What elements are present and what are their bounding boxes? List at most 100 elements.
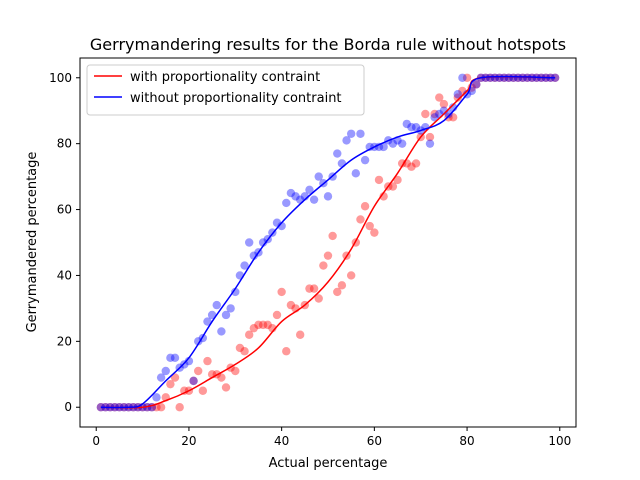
point-with-constraint	[370, 228, 379, 237]
point-with-constraint	[388, 182, 398, 191]
point-without-constraint	[472, 80, 481, 89]
point-without-constraint	[356, 129, 365, 138]
point-without-constraint	[152, 393, 161, 402]
point-with-constraint	[217, 373, 226, 382]
point-without-constraint	[388, 139, 398, 148]
x-axis-label: Actual percentage	[269, 456, 388, 471]
point-with-constraint	[337, 281, 347, 290]
point-with-constraint	[328, 231, 337, 241]
point-with-constraint	[309, 284, 319, 293]
point-without-constraint	[425, 139, 435, 148]
point-without-constraint	[170, 353, 180, 363]
fit-line-with-constraint	[100, 76, 556, 409]
point-with-constraint	[453, 93, 462, 102]
point-without-constraint	[490, 73, 500, 82]
legend-label-without-constraint: without proportionality contraint	[130, 91, 342, 106]
plot-area-frame	[79, 57, 577, 428]
point-with-constraint	[499, 73, 509, 82]
point-with-constraint	[235, 343, 245, 353]
x-tick-label: 100	[548, 434, 571, 448]
point-with-constraint	[180, 386, 189, 395]
point-without-constraint	[333, 149, 342, 158]
point-with-constraint	[411, 159, 421, 168]
point-without-constraint	[337, 159, 347, 168]
point-with-constraint	[282, 347, 291, 356]
point-without-constraint	[495, 73, 504, 82]
point-without-constraint	[184, 356, 194, 366]
point-without-constraint	[189, 376, 198, 386]
point-with-constraint	[435, 93, 444, 102]
point-with-constraint	[231, 366, 240, 376]
point-with-constraint	[314, 294, 323, 303]
point-with-constraint	[244, 330, 254, 339]
point-with-constraint	[272, 310, 282, 320]
point-without-constraint	[309, 195, 319, 204]
point-without-constraint	[360, 155, 370, 165]
point-without-constraint	[351, 169, 361, 178]
point-without-constraint	[282, 198, 291, 208]
point-without-constraint	[212, 300, 221, 310]
point-with-constraint	[258, 320, 268, 330]
point-with-constraint	[490, 73, 500, 82]
point-with-constraint	[175, 403, 184, 412]
point-with-constraint	[504, 73, 513, 82]
x-tick-label: 60	[367, 434, 382, 448]
point-with-constraint	[240, 347, 249, 356]
x-tick-label: 0	[92, 434, 100, 448]
point-with-constraint	[221, 383, 231, 392]
point-without-constraint	[314, 172, 323, 181]
point-without-constraint	[453, 90, 462, 99]
point-with-constraint	[430, 109, 439, 119]
point-with-constraint	[356, 215, 365, 224]
point-with-constraint	[421, 109, 430, 119]
point-with-constraint	[203, 356, 212, 366]
y-tick-label: 100	[49, 71, 72, 85]
point-without-constraint	[286, 188, 296, 198]
legend-label-with-constraint: with proportionality contraint	[130, 70, 320, 85]
legend-box	[86, 64, 365, 116]
point-without-constraint	[346, 129, 356, 138]
point-with-constraint	[365, 221, 374, 231]
point-without-constraint	[323, 192, 333, 201]
point-without-constraint	[504, 73, 513, 82]
point-with-constraint	[374, 175, 384, 185]
y-tick-label: 20	[57, 334, 72, 348]
point-without-constraint	[221, 310, 231, 320]
x-tick-label: 40	[274, 434, 289, 448]
point-without-constraint	[458, 73, 467, 82]
x-tick-label: 20	[181, 434, 196, 448]
point-without-constraint	[379, 142, 388, 152]
point-with-constraint	[323, 251, 333, 260]
point-with-constraint	[189, 376, 198, 386]
point-with-constraint	[249, 323, 259, 333]
point-without-constraint	[277, 221, 286, 231]
point-with-constraint	[407, 162, 416, 171]
point-with-constraint	[448, 113, 458, 122]
point-with-constraint	[156, 403, 166, 412]
point-without-constraint	[258, 238, 268, 247]
point-with-constraint	[509, 73, 518, 82]
point-with-constraint	[319, 261, 328, 270]
point-with-constraint	[254, 320, 263, 330]
point-without-constraint	[411, 122, 421, 132]
point-with-constraint	[263, 320, 272, 330]
fit-lines	[100, 75, 556, 409]
point-with-constraint	[462, 73, 472, 82]
y-tick-label: 60	[57, 203, 72, 217]
point-without-constraint	[407, 122, 416, 132]
point-with-constraint	[513, 73, 523, 82]
point-without-constraint	[161, 366, 170, 376]
point-without-constraint	[430, 113, 439, 122]
point-with-constraint	[194, 366, 203, 376]
point-without-constraint	[226, 304, 235, 313]
point-with-constraint	[305, 284, 314, 293]
x-tick-label: 80	[459, 434, 474, 448]
point-without-constraint	[291, 192, 300, 201]
y-axis-ticks: 0 20 40 60 80 100	[49, 71, 80, 414]
point-with-constraint	[295, 330, 305, 339]
point-without-constraint	[509, 73, 518, 82]
point-with-constraint	[346, 271, 356, 280]
point-with-constraint	[439, 99, 449, 109]
point-with-constraint	[166, 379, 175, 389]
